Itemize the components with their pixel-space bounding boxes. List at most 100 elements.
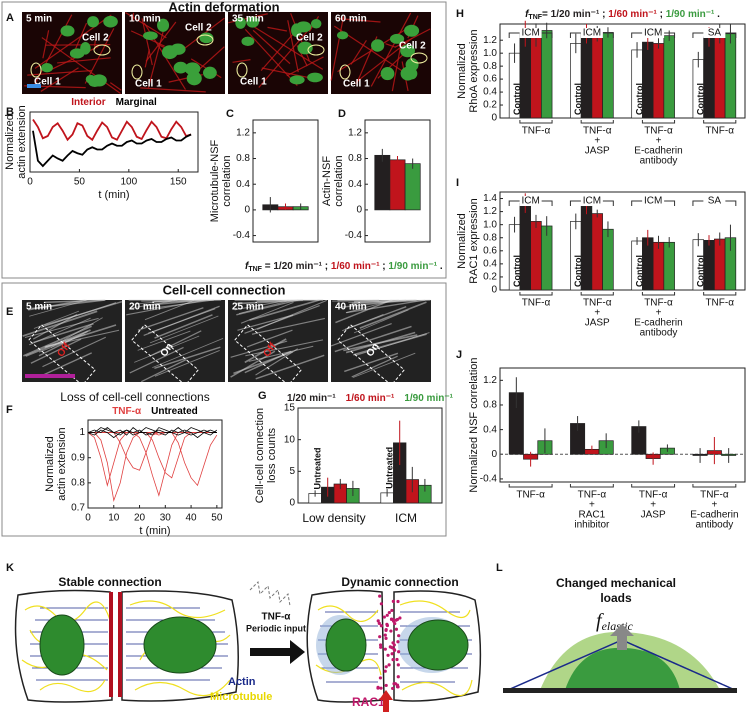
line-series bbox=[87, 427, 217, 436]
label: loads bbox=[600, 591, 632, 605]
nucleus bbox=[80, 42, 91, 55]
fiber bbox=[344, 306, 407, 331]
label: Actin bbox=[228, 676, 256, 688]
legend-separator: ; bbox=[657, 9, 666, 20]
nucleus bbox=[199, 32, 214, 44]
y-axis-label: actin extension bbox=[56, 427, 68, 500]
plot-frame bbox=[364, 119, 431, 243]
nucleus bbox=[404, 24, 420, 37]
legend-entry: 1/60 min⁻¹ bbox=[346, 393, 395, 404]
fiber bbox=[248, 345, 314, 362]
category-bracket bbox=[580, 292, 614, 296]
in-bar-label: Untreated bbox=[312, 447, 322, 489]
fiber bbox=[236, 299, 303, 305]
x-tick-label: 50 bbox=[74, 177, 86, 188]
cell-outline bbox=[196, 34, 214, 46]
fiber bbox=[41, 37, 121, 95]
dot bbox=[393, 621, 397, 626]
fiber bbox=[134, 335, 200, 363]
y-tick-label: 0.9 bbox=[71, 452, 85, 463]
cell-outline bbox=[30, 62, 42, 78]
fiber bbox=[33, 323, 94, 344]
y-axis-label: Normalized NSF correlation bbox=[468, 357, 480, 492]
fiber bbox=[27, 69, 93, 76]
dot bbox=[389, 629, 393, 633]
legend-prefix: f bbox=[525, 9, 530, 20]
dot bbox=[387, 610, 391, 615]
x-tick-label: + bbox=[656, 136, 662, 147]
bar bbox=[642, 41, 654, 119]
fiber bbox=[33, 310, 80, 329]
line-series bbox=[32, 130, 192, 168]
cell-label: Cell 2 bbox=[185, 23, 212, 34]
legend-entry: 1/20 min⁻¹ bbox=[273, 261, 322, 272]
fiber bbox=[353, 309, 409, 334]
microtubule-lines bbox=[21, 600, 231, 697]
dot bbox=[379, 686, 383, 690]
x-tick-label: E-cadherin bbox=[634, 146, 682, 157]
x-tick-label: + bbox=[656, 308, 662, 319]
y-tick-label: 0.2 bbox=[483, 272, 497, 283]
y-axis-label: Normalized bbox=[456, 43, 468, 99]
legend-entry: 1/60 min⁻¹ bbox=[331, 261, 380, 272]
nucleus bbox=[336, 31, 349, 40]
bar bbox=[724, 33, 737, 119]
bar bbox=[404, 163, 421, 211]
dot bbox=[383, 647, 387, 651]
in-bar-label: Control bbox=[634, 83, 644, 115]
group-label: ICM bbox=[583, 28, 601, 39]
fiber bbox=[232, 59, 251, 63]
panel-letter: A bbox=[6, 12, 14, 24]
y-axis-label: RAC1 expression bbox=[468, 198, 480, 284]
time-label: 10 min bbox=[129, 14, 161, 25]
in-bar-label: Control bbox=[512, 83, 522, 115]
category-bracket bbox=[580, 120, 614, 124]
panel-letter: L bbox=[496, 562, 503, 574]
x-tick-label: TNF-α bbox=[516, 490, 545, 501]
fiber bbox=[330, 16, 345, 81]
force-symbol: f bbox=[596, 610, 604, 632]
bar bbox=[714, 238, 726, 291]
fiber bbox=[154, 350, 220, 377]
time-label: 60 min bbox=[335, 14, 367, 25]
rac1-dots bbox=[376, 594, 402, 691]
fiber bbox=[140, 87, 206, 93]
line-series bbox=[88, 426, 218, 436]
nucleus bbox=[39, 614, 85, 676]
x-tick-label: TNF-α bbox=[522, 298, 551, 309]
nucleus bbox=[406, 67, 418, 80]
cell-label: Cell 1 bbox=[34, 77, 61, 88]
dot bbox=[393, 648, 397, 652]
y-tick-label: 0.6 bbox=[483, 245, 497, 256]
scale-bar bbox=[27, 84, 41, 88]
x-tick-label: JASP bbox=[641, 510, 666, 521]
bar bbox=[652, 43, 665, 119]
category-bracket bbox=[508, 484, 553, 488]
legend-entry: 1/20 min⁻¹ bbox=[551, 9, 600, 20]
plot-frame bbox=[29, 111, 199, 173]
category-bracket bbox=[703, 292, 737, 296]
fiber bbox=[343, 334, 418, 352]
fiber bbox=[339, 299, 407, 309]
legend: Interior Marginal bbox=[71, 97, 157, 108]
fiber bbox=[137, 307, 204, 331]
label: Microtubule bbox=[210, 691, 272, 703]
label-bg bbox=[642, 28, 665, 38]
fiber bbox=[249, 299, 320, 321]
x-tick-label: TNF-α bbox=[583, 126, 612, 137]
fiber bbox=[38, 330, 89, 357]
label: Changed mechanical bbox=[556, 576, 676, 590]
roi-box bbox=[131, 324, 199, 386]
in-bar-label: Control bbox=[512, 255, 522, 287]
fiber bbox=[45, 329, 120, 348]
legend-separator: . bbox=[437, 261, 443, 272]
line-series bbox=[88, 432, 217, 479]
nucleus bbox=[41, 63, 53, 73]
y-axis-label: Microtubule-NSF bbox=[209, 139, 221, 222]
y-tick-label: 0.4 bbox=[348, 179, 362, 190]
fiber bbox=[152, 299, 222, 303]
panel-letter: H bbox=[456, 8, 464, 20]
x-tick-label: TNF-α bbox=[583, 298, 612, 309]
